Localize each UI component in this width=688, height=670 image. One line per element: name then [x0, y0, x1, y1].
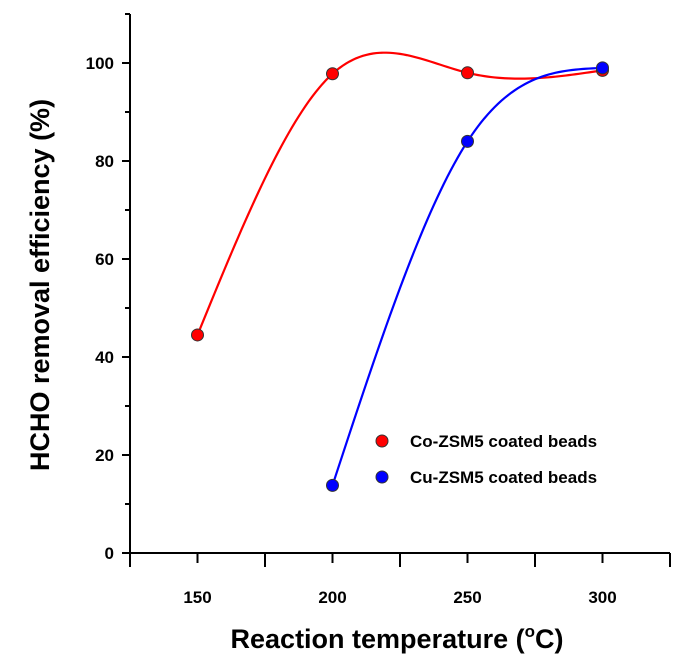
y-tick-label: 80 [95, 152, 114, 171]
series-2-line [331, 66, 603, 486]
x-tick-label: 200 [318, 588, 346, 607]
points [191, 61, 609, 492]
series-1-point [461, 66, 474, 80]
legend-marker [375, 434, 389, 448]
legend-marker [375, 470, 389, 484]
y-tick-label: 0 [105, 544, 114, 563]
curves [196, 51, 603, 486]
y-tick-label: 20 [95, 446, 114, 465]
series-1-line [196, 51, 603, 336]
y-tick-label: 60 [95, 250, 114, 269]
series-2-point [596, 61, 609, 75]
tick-labels: 0 20 40 60 80 100 150 200 250 300 [86, 54, 617, 607]
series-1-point [326, 67, 339, 81]
y-tick-label: 100 [86, 54, 114, 73]
series-1-point [191, 328, 204, 342]
series-2-point [326, 478, 339, 492]
ticks [122, 13, 671, 567]
legend-label: Co-ZSM5 coated beads [410, 432, 597, 451]
y-axis-title: HCHO removal efficiency (%) [25, 99, 55, 471]
legend-label: Cu-ZSM5 coated beads [410, 468, 597, 487]
legend: Co-ZSM5 coated beads Cu-ZSM5 coated beads [375, 432, 597, 487]
series-2-point [461, 134, 474, 148]
x-axis-title: Reaction temperature (oC) [231, 622, 564, 654]
y-tick-label: 40 [95, 348, 114, 367]
x-tick-label: 150 [183, 588, 211, 607]
x-tick-label: 300 [588, 588, 616, 607]
x-tick-label: 250 [453, 588, 481, 607]
